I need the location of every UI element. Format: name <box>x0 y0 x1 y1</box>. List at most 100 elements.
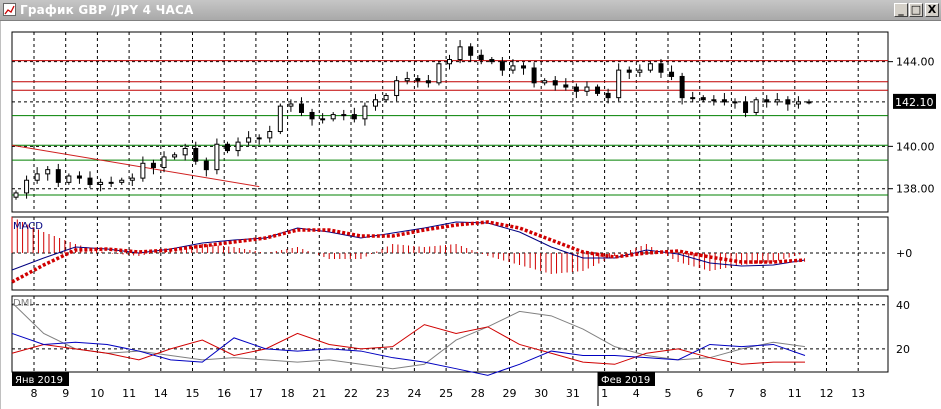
candle <box>658 59 664 78</box>
candle <box>203 157 209 177</box>
bear-candle-body <box>595 86 601 94</box>
candle <box>383 92 389 103</box>
candle <box>182 143 188 161</box>
candle <box>235 137 241 157</box>
bull-candle-body <box>140 162 146 179</box>
candle <box>150 159 156 175</box>
candle <box>669 65 675 81</box>
candle <box>394 76 400 102</box>
candle <box>595 84 601 96</box>
bear-candle-body <box>193 147 199 162</box>
bull-candle-body <box>436 63 442 84</box>
candle <box>351 107 357 123</box>
candle <box>330 112 336 122</box>
candle <box>457 40 463 64</box>
bear-candle-body <box>700 97 706 101</box>
candle <box>774 92 780 106</box>
candle <box>489 56 495 65</box>
candle <box>795 96 801 109</box>
candle <box>24 175 30 199</box>
close-button[interactable]: X <box>925 3 939 17</box>
day-label: 14 <box>154 387 168 400</box>
bull-candle-body <box>637 69 643 73</box>
bull-candle-body <box>277 105 283 133</box>
candle <box>309 108 315 126</box>
bull-candle-body <box>795 101 801 105</box>
bull-candle-body <box>182 147 188 156</box>
candle <box>224 141 230 154</box>
macd-label: MACD <box>13 221 43 232</box>
bear-candle-body <box>721 99 727 103</box>
trendline <box>11 144 260 188</box>
title-bar: График GBP /JPY 4 ЧАСА _ □ X <box>0 0 941 21</box>
candle <box>743 96 749 118</box>
day-label: 11 <box>788 387 802 400</box>
day-label: 28 <box>471 387 485 400</box>
day-label: 12 <box>820 387 834 400</box>
bear-candle-body <box>351 114 357 120</box>
candle <box>764 95 770 108</box>
bear-candle-body <box>521 65 527 69</box>
candle <box>447 54 453 70</box>
candle <box>478 49 484 65</box>
current-price-label: 142.10 <box>895 96 934 109</box>
candle <box>510 59 516 74</box>
candle <box>425 74 431 88</box>
bull-candle-body <box>24 179 30 194</box>
dmi-tick-label: 40 <box>896 299 910 312</box>
bear-candle-body <box>478 54 484 61</box>
bear-candle-body <box>679 75 685 99</box>
candle <box>362 102 368 126</box>
candle <box>711 95 717 106</box>
dmi-label: DMI <box>13 298 32 309</box>
day-label: 1 <box>601 387 608 400</box>
dmi-minus-di-line <box>11 332 806 376</box>
bull-candle-body <box>34 173 40 181</box>
candle <box>436 61 442 86</box>
day-label: 13 <box>851 387 865 400</box>
bear-candle-body <box>298 103 304 113</box>
candle <box>246 131 252 146</box>
bear-candle-body <box>499 61 505 71</box>
bear-candle-body <box>309 111 315 120</box>
bear-candle-body <box>76 175 82 179</box>
day-label: 8 <box>760 387 767 400</box>
candle <box>108 176 114 188</box>
bear-candle-body <box>552 80 558 86</box>
dmi-plus-di-line <box>11 324 805 365</box>
maximize-button[interactable]: □ <box>909 3 923 17</box>
dmi-tick-label: 20 <box>896 343 910 356</box>
bull-candle-body <box>732 101 738 104</box>
bull-candle-body <box>690 97 696 100</box>
candle <box>267 125 273 143</box>
day-label: 16 <box>217 387 231 400</box>
candle <box>806 99 812 105</box>
candle <box>129 173 135 186</box>
candle <box>584 81 590 96</box>
bull-candle-body <box>806 101 812 104</box>
dmi-panel-frame <box>11 295 889 373</box>
bull-candle-body <box>98 181 104 185</box>
day-label: 15 <box>186 387 200 400</box>
bear-candle-body <box>489 59 495 63</box>
bull-candle-body <box>362 105 368 120</box>
bull-candle-body <box>447 59 453 65</box>
candle <box>626 66 632 80</box>
candle <box>55 163 61 188</box>
day-label: 4 <box>633 387 640 400</box>
minimize-button[interactable]: _ <box>894 3 908 17</box>
bull-candle-body <box>372 99 378 107</box>
bull-candle-body <box>45 169 51 175</box>
bear-candle-body <box>785 99 791 105</box>
macd-line <box>11 221 806 271</box>
bull-candle-body <box>753 99 759 113</box>
candle <box>647 61 653 73</box>
day-label: 5 <box>665 387 672 400</box>
candle <box>193 141 199 165</box>
candle <box>468 43 474 63</box>
candle <box>531 62 537 88</box>
bear-candle-body <box>87 177 93 185</box>
candle <box>256 134 262 145</box>
bull-candle-body <box>542 80 548 84</box>
